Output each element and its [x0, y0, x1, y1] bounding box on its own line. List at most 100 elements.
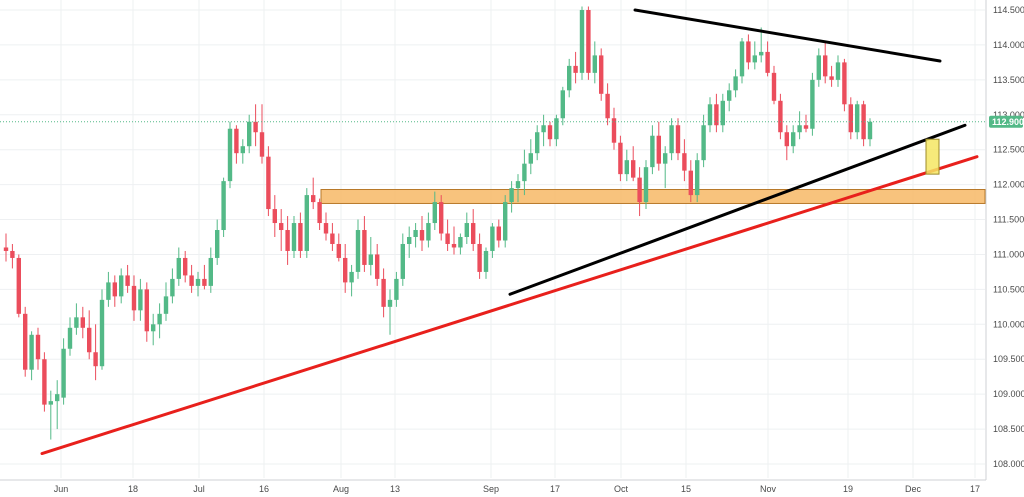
candle-body — [42, 359, 47, 405]
candle-body — [208, 257, 213, 286]
candle-body — [759, 51, 764, 56]
candle-up — [727, 83, 732, 112]
candle-down — [10, 243, 15, 269]
candle-up — [541, 114, 546, 147]
candle-body — [93, 352, 98, 367]
candle-up — [368, 237, 373, 276]
candle-down — [714, 93, 719, 133]
candle-down — [778, 93, 783, 140]
candle-up — [151, 313, 156, 346]
x-tick-label: 17 — [550, 484, 560, 494]
candle-body — [195, 278, 201, 286]
candle-up — [215, 219, 220, 265]
candle-body — [355, 230, 361, 272]
breakout-highlight — [925, 138, 940, 175]
candle-body — [240, 146, 245, 154]
candle-up — [720, 93, 725, 133]
candle-up — [170, 268, 175, 304]
candle-down — [16, 254, 21, 318]
candle-body — [650, 135, 655, 168]
candle-up — [208, 247, 213, 293]
candle-body — [503, 202, 508, 241]
candle-body — [464, 223, 469, 237]
candle-up — [119, 268, 124, 304]
candle-body — [624, 160, 629, 175]
candle-down — [35, 327, 41, 370]
candle-body — [227, 128, 233, 182]
candle-down — [93, 324, 98, 381]
candle-body — [509, 188, 514, 203]
candle-down — [323, 212, 329, 241]
candle-body — [163, 296, 169, 314]
x-tick-label: Jun — [54, 484, 69, 494]
candle-body — [861, 104, 866, 140]
candle-down — [125, 264, 130, 293]
candle-down — [682, 139, 687, 182]
candle-body — [803, 125, 809, 129]
candle-body — [586, 10, 591, 73]
candle-body — [842, 62, 847, 105]
candle-down — [336, 233, 341, 262]
candle-up — [855, 100, 860, 140]
candle-body — [765, 51, 770, 73]
x-tick-label: 17 — [970, 484, 980, 494]
candle-body — [67, 327, 73, 349]
candle-up — [432, 191, 437, 231]
candle-body — [778, 100, 783, 133]
candle-body — [791, 132, 796, 147]
candle-body — [266, 156, 271, 210]
candle-down — [259, 104, 265, 164]
candle-body — [311, 195, 316, 203]
candle-body — [74, 317, 79, 328]
candle-up — [515, 174, 521, 203]
candle-up — [458, 233, 463, 255]
x-tick-label: Aug — [333, 484, 349, 494]
candle-body — [323, 223, 329, 234]
x-tick-label: Jul — [193, 484, 205, 494]
candle-body — [637, 177, 642, 203]
last-price-badge — [989, 115, 1023, 128]
candle-up — [74, 303, 79, 335]
candle-up — [650, 125, 655, 175]
candle-down — [842, 58, 847, 112]
candle-down — [183, 250, 188, 283]
y-tick-label: 114.000 — [993, 40, 1024, 50]
candle-down — [375, 243, 380, 286]
x-axis: Jun 18 Jul 16 Aug 13 Sep 17 Oct 15 Nov 19 Dec 17 — [0, 479, 986, 494]
candle-body — [125, 275, 130, 286]
candle-up — [579, 6, 585, 80]
candle-body — [567, 65, 572, 91]
candle-up — [55, 380, 60, 430]
candle-up — [567, 58, 572, 98]
candle-up — [48, 390, 53, 440]
candle-up — [759, 27, 764, 63]
candle-down — [547, 121, 553, 147]
candle-body — [87, 327, 92, 353]
candle-down — [234, 125, 239, 164]
y-tick-label: 109.500 — [993, 354, 1024, 364]
y-tick-label: 114.500 — [993, 5, 1024, 15]
candle-body — [368, 254, 373, 265]
candle-body — [643, 167, 649, 203]
candle-body — [189, 275, 194, 286]
candle-up — [304, 188, 309, 258]
candle-body — [848, 104, 853, 133]
candle-body — [477, 243, 482, 272]
candle-body — [407, 237, 412, 244]
candle-down — [656, 121, 661, 171]
candle-body — [547, 125, 553, 140]
candle-down — [631, 146, 636, 182]
y-tick-label: 108.000 — [993, 459, 1024, 469]
candle-up — [624, 149, 629, 182]
candle-body — [387, 299, 393, 307]
candle-down — [861, 100, 866, 147]
candle-up — [554, 114, 559, 147]
candle-body — [631, 160, 636, 178]
candle-body — [202, 278, 207, 286]
candle-body — [381, 278, 386, 307]
candle-body — [3, 247, 9, 251]
candle-up — [138, 278, 143, 321]
candle-body — [279, 223, 284, 231]
candle-body — [599, 55, 604, 94]
